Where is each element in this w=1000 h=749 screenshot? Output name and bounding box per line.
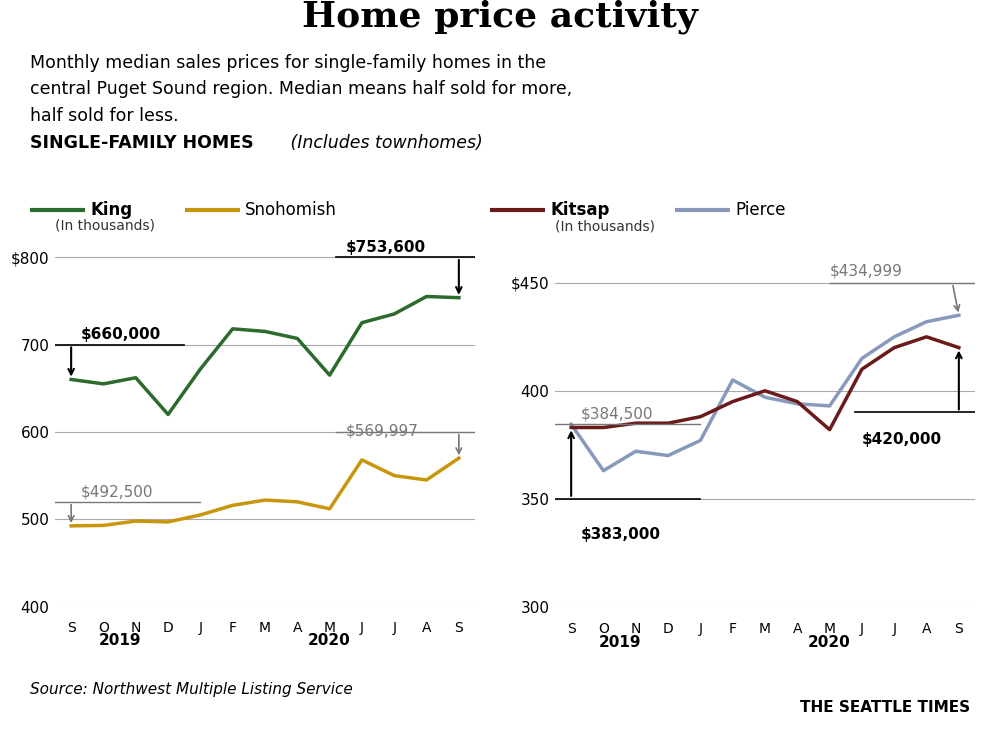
Text: SINGLE-FAMILY HOMES: SINGLE-FAMILY HOMES	[30, 133, 254, 152]
Text: $569,997: $569,997	[346, 423, 419, 438]
Text: A: A	[422, 621, 431, 634]
Text: J: J	[892, 622, 896, 636]
Text: F: F	[229, 621, 237, 634]
Text: Home price activity: Home price activity	[302, 0, 698, 34]
Text: J: J	[360, 621, 364, 634]
Text: (Includes townhomes): (Includes townhomes)	[285, 133, 483, 152]
Text: Source: Northwest Multiple Listing Service: Source: Northwest Multiple Listing Servi…	[30, 682, 353, 697]
Text: N: N	[631, 622, 641, 636]
Text: A: A	[793, 622, 802, 636]
Text: J: J	[198, 621, 202, 634]
Text: M: M	[324, 621, 336, 634]
Text: Kitsap: Kitsap	[550, 201, 609, 219]
Text: $753,600: $753,600	[346, 240, 426, 255]
Text: 2020: 2020	[308, 633, 351, 648]
Text: $383,000: $383,000	[581, 527, 661, 542]
Text: S: S	[567, 622, 576, 636]
Text: A: A	[922, 622, 931, 636]
Text: M: M	[824, 622, 836, 636]
Text: S: S	[454, 621, 463, 634]
Text: F: F	[729, 622, 737, 636]
Text: $384,500: $384,500	[581, 406, 653, 421]
Text: 2019: 2019	[598, 634, 641, 649]
Text: (In thousands): (In thousands)	[555, 219, 655, 233]
Text: M: M	[759, 622, 771, 636]
Text: 2019: 2019	[98, 633, 141, 648]
Text: $492,500: $492,500	[81, 484, 153, 500]
Text: J: J	[698, 622, 702, 636]
Text: M: M	[259, 621, 271, 634]
Text: (In thousands): (In thousands)	[55, 219, 155, 233]
Text: D: D	[163, 621, 173, 634]
Text: Snohomish: Snohomish	[245, 201, 337, 219]
Text: King: King	[90, 201, 132, 219]
Text: $660,000: $660,000	[81, 327, 161, 342]
Text: J: J	[392, 621, 396, 634]
Text: N: N	[131, 621, 141, 634]
Text: J: J	[860, 622, 864, 636]
Text: 2020: 2020	[808, 634, 851, 649]
Text: S: S	[954, 622, 963, 636]
Text: Pierce: Pierce	[735, 201, 786, 219]
Text: O: O	[98, 621, 109, 634]
Text: D: D	[663, 622, 673, 636]
Text: A: A	[293, 621, 302, 634]
Text: Monthly median sales prices for single-family homes in the
central Puget Sound r: Monthly median sales prices for single-f…	[30, 54, 572, 125]
Text: THE SEATTLE TIMES: THE SEATTLE TIMES	[800, 700, 970, 715]
Text: S: S	[67, 621, 76, 634]
Text: $434,999: $434,999	[830, 264, 902, 279]
Text: $420,000: $420,000	[862, 432, 942, 447]
Text: O: O	[598, 622, 609, 636]
